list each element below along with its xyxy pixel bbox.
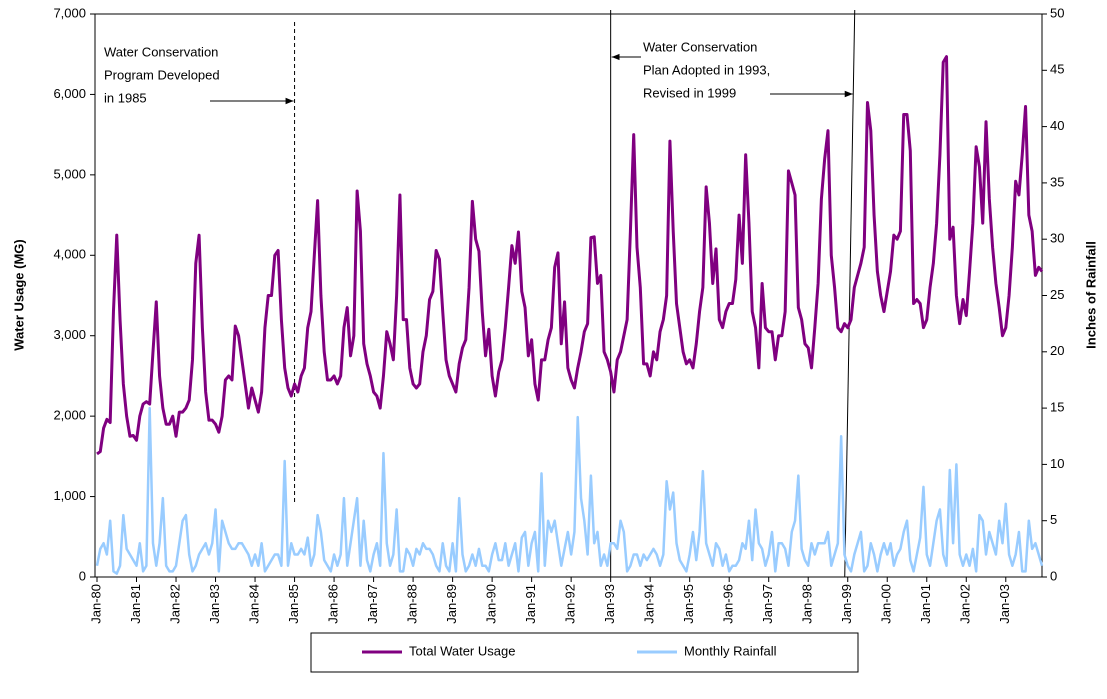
x-tick-label: Jan-99 [839,584,854,624]
plot-frame [94,13,1043,578]
y2-tick-label: 25 [1050,287,1064,302]
x-tick-label: Jan-03 [997,584,1012,624]
y-axis-title: Water Usage (MG) [11,239,26,350]
x-tick-label: Jan-91 [523,584,538,624]
annotation: in 1985 [104,90,147,105]
x-tick-label: Jan-88 [405,584,420,624]
x-tick-label: Jan-95 [681,584,696,624]
x-tick-label: Jan-81 [128,584,143,624]
legend-label: Monthly Rainfall [684,643,777,658]
x-tick-label: Jan-93 [602,584,617,624]
x-tick-label: Jan-89 [444,584,459,624]
y-tick-label: 5,000 [53,166,86,181]
y2-tick-label: 10 [1050,456,1064,471]
x-tick-label: Jan-97 [760,584,775,624]
y2-axis-title: Inches of Rainfall [1083,241,1098,349]
legend-label: Total Water Usage [409,643,515,658]
y-tick-label: 2,000 [53,408,86,423]
y-tick-label: 0 [79,568,86,583]
x-tick-label: Jan-82 [167,584,182,624]
x-tick-label: Jan-84 [246,584,261,624]
x-tick-label: Jan-80 [88,584,103,624]
y2-tick-label: 50 [1050,5,1064,20]
y2-tick-label: 30 [1050,231,1064,246]
x-tick-label: Jan-86 [326,584,341,624]
x-tick-label: Jan-94 [642,584,657,624]
y2-tick-label: 35 [1050,174,1064,189]
x-tick-label: Jan-02 [958,584,973,624]
data-line [96,55,1044,456]
annotation: Revised in 1999 [643,85,736,100]
annotation: Water Conservation [643,39,757,54]
reference-line [844,9,856,578]
x-tick-label: Jan-00 [879,584,894,624]
y-tick-label: 1,000 [53,488,86,503]
x-tick-label: Jan-85 [286,584,301,624]
y2-tick-label: 20 [1050,343,1064,358]
y-tick-label: 3,000 [53,327,86,342]
x-tick-label: Jan-87 [365,584,380,624]
x-tick-label: Jan-96 [721,584,736,624]
y2-tick-label: 40 [1050,118,1064,133]
annotation: Water Conservation [104,44,218,59]
y-tick-label: 7,000 [53,5,86,20]
y-tick-label: 6,000 [53,86,86,101]
annotation: Program Developed [104,67,220,82]
y-tick-label: 4,000 [53,247,86,262]
x-tick-label: Jan-92 [563,584,578,624]
x-tick-label: Jan-98 [800,584,815,624]
x-tick-label: Jan-90 [484,584,499,624]
x-tick-label: Jan-83 [207,584,222,624]
annotation: Plan Adopted in 1993, [643,62,770,77]
legend-box [310,632,859,673]
data-line [95,406,1044,575]
y2-tick-label: 5 [1050,512,1057,527]
x-tick-label: Jan-01 [918,584,933,624]
y2-tick-label: 15 [1050,400,1064,415]
y2-tick-label: 0 [1050,568,1057,583]
y2-tick-label: 45 [1050,62,1064,77]
